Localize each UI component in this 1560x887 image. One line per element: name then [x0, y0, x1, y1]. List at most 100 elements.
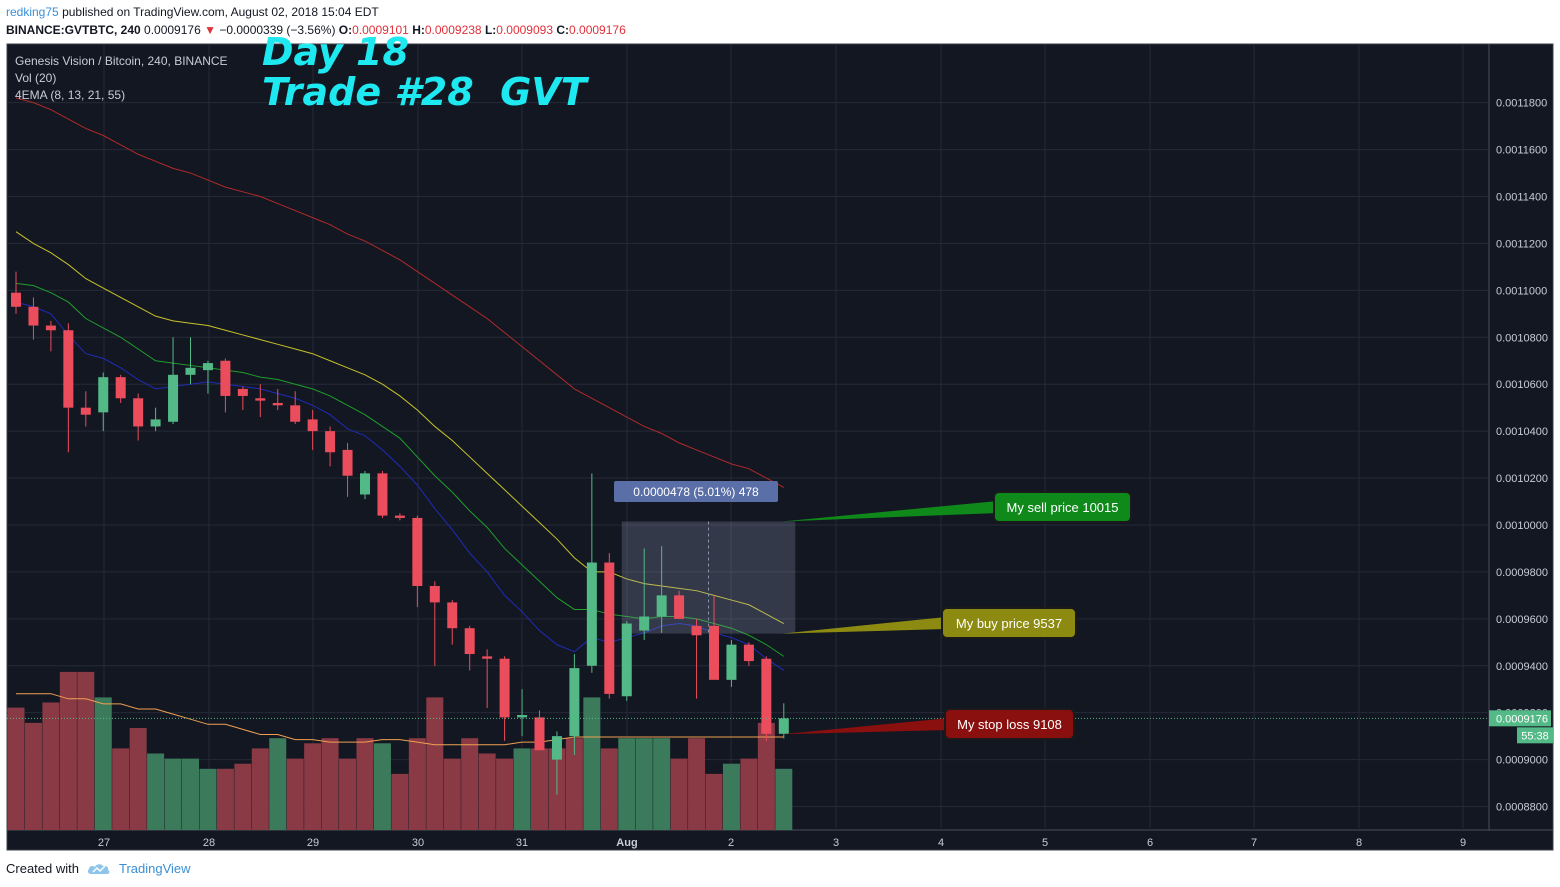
overlay-day: Day 18	[262, 30, 409, 74]
price-tick-label: 0.0009400	[1496, 661, 1548, 673]
countdown-label: 55:38	[1521, 730, 1549, 742]
chart-legend: Genesis Vision / Bitcoin, 240, BINANCE V…	[15, 53, 228, 104]
candle-body	[447, 602, 458, 629]
volume-bar	[24, 722, 42, 830]
candle-body	[202, 363, 213, 371]
close-value: 0.0009176	[569, 23, 626, 37]
time-tick-label: 2	[728, 837, 734, 849]
candle-body	[63, 330, 74, 408]
close-label: C:	[556, 23, 570, 37]
candle-body	[394, 515, 405, 518]
open-label: O:	[338, 23, 353, 37]
countdown-tag	[1517, 727, 1553, 744]
ohlc-bar: BINANCE:GVTBTC, 240 0.0009176 ▼ −0.00003…	[6, 22, 626, 38]
ema8-line	[15, 301, 785, 671]
low-value: 0.0009093	[496, 23, 554, 37]
volume-bar	[234, 763, 252, 830]
volume-bar	[321, 738, 339, 830]
candle-body	[307, 419, 318, 432]
volume-bar	[391, 773, 409, 830]
volume-bar	[182, 758, 199, 830]
time-tick-label: 28	[203, 837, 215, 849]
low-label: L:	[484, 23, 497, 37]
candle-body	[220, 360, 231, 396]
volume-bar	[42, 702, 60, 830]
callout-pointer	[782, 617, 946, 634]
tradingview-cloud-icon	[87, 863, 110, 874]
price-tick-label: 0.0009600	[1496, 614, 1548, 626]
volume-bar	[461, 738, 479, 830]
volume-bar	[94, 697, 112, 830]
candle-body	[325, 431, 336, 453]
candle-body	[237, 388, 248, 396]
time-tick-label: 27	[98, 837, 110, 849]
candle-body	[778, 718, 789, 734]
volume-bar	[618, 738, 636, 830]
candle-body	[586, 562, 597, 666]
publish-header: redking75 published on TradingView.com, …	[6, 4, 1556, 20]
last-price-tag	[1489, 710, 1551, 727]
measure-label-bg	[614, 481, 778, 502]
volume-bar	[705, 773, 723, 830]
time-tick-label: 6	[1147, 837, 1153, 849]
time-tick-label: 8	[1356, 837, 1362, 849]
callout-label: My buy price 9537	[956, 616, 1062, 631]
volume-bar	[775, 768, 793, 830]
author-link[interactable]: redking75	[6, 5, 59, 19]
price-tick-label: 0.0011800	[1496, 98, 1547, 110]
high-label: H:	[412, 23, 425, 37]
price-tick-label: 0.0009000	[1496, 755, 1548, 767]
candle-body	[185, 367, 196, 375]
volume-bar	[478, 753, 496, 830]
candle-body	[709, 625, 719, 680]
volume-bar	[373, 743, 391, 830]
price-tick-label: 0.0008800	[1496, 802, 1548, 814]
candle-body	[255, 398, 266, 401]
volume-bar	[59, 671, 77, 830]
time-tick-label: 31	[516, 837, 528, 849]
price-tick-label: 0.0011000	[1496, 285, 1547, 297]
volume-bar	[304, 743, 322, 830]
publish-info: published on TradingView.com, August 02,…	[62, 5, 379, 19]
price-tick-label: 0.0009800	[1496, 567, 1548, 579]
volume-ma-line	[16, 693, 784, 746]
tradingview-link[interactable]: TradingView	[118, 861, 191, 876]
chart-background	[6, 43, 1554, 851]
candle-body	[761, 658, 772, 734]
measure-label: 0.0000478 (5.01%) 478	[633, 485, 759, 499]
callout-box	[944, 708, 1075, 740]
open-value: 0.0009101	[352, 23, 409, 37]
callout-label: My sell price 10015	[1007, 500, 1119, 515]
volume-bar	[670, 758, 688, 830]
candle-body	[98, 377, 109, 413]
candle-body	[429, 585, 440, 603]
candle-body	[412, 517, 423, 586]
price-tick-label: 0.0010800	[1496, 332, 1548, 344]
last-price: 0.0009176	[144, 23, 201, 37]
price-tick-label: 0.0011400	[1496, 192, 1547, 204]
time-tick-label: 9	[1460, 837, 1466, 849]
time-tick-label: 30	[412, 837, 424, 849]
price-tick-label: 0.0010200	[1496, 473, 1548, 485]
volume-bar	[653, 738, 671, 830]
candle-body	[499, 658, 510, 718]
volume-bar	[269, 738, 287, 830]
volume-bar	[216, 768, 234, 830]
time-tick-label: 7	[1251, 837, 1257, 849]
volume-bar	[164, 758, 182, 830]
callout-box	[993, 491, 1132, 523]
candle-body	[272, 402, 283, 406]
volume-bar	[565, 738, 583, 830]
volume-bar	[688, 738, 706, 830]
time-tick-label: 3	[833, 837, 839, 849]
candle-body	[464, 628, 475, 655]
ema55-line	[15, 97, 785, 488]
volume-bar	[339, 758, 357, 830]
volume-bar	[426, 697, 444, 830]
volume-bar	[443, 758, 461, 830]
price-change: −0.0000339 (−3.56%)	[219, 23, 336, 37]
candle-body	[28, 306, 39, 326]
callout-box	[941, 607, 1077, 639]
volume-bar	[129, 728, 147, 830]
